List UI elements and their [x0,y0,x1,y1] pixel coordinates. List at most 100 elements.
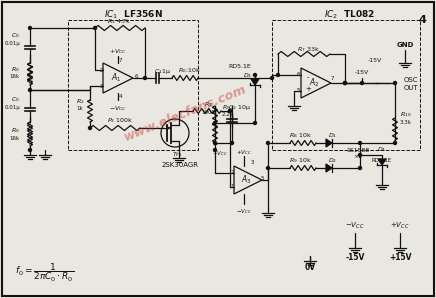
Circle shape [344,81,347,85]
Circle shape [253,74,256,77]
Text: $+V_{CC}$: $+V_{CC}$ [390,221,410,231]
Text: $R_0$: $R_0$ [11,66,20,74]
Text: $R_8$ 10k: $R_8$ 10k [289,131,311,140]
Text: 1: 1 [230,184,234,190]
Text: www.elecfans.com: www.elecfans.com [122,83,248,144]
Polygon shape [326,139,332,147]
Circle shape [214,122,217,125]
Circle shape [266,142,269,145]
Text: -: - [307,74,309,80]
Text: $A_3$: $A_3$ [241,174,251,186]
Circle shape [143,77,146,80]
Text: RD5.1E: RD5.1E [228,63,252,69]
Text: 1k: 1k [77,106,83,111]
Text: $D_2$: $D_2$ [328,156,337,165]
Circle shape [89,126,92,130]
Circle shape [361,81,364,85]
Circle shape [228,109,232,113]
Text: 6: 6 [134,74,138,78]
Text: GND: GND [396,42,414,48]
Text: $f_0 = \dfrac{1}{2\pi C_0 \cdot R_0}$: $f_0 = \dfrac{1}{2\pi C_0 \cdot R_0}$ [15,262,74,284]
Text: $-V_{CC}$: $-V_{CC}$ [236,207,252,216]
Circle shape [358,142,361,145]
Text: 7: 7 [118,58,122,63]
Text: $+V_{CC}$: $+V_{CC}$ [236,148,252,157]
Text: $C_2$ 10μ: $C_2$ 10μ [228,103,252,113]
Polygon shape [378,159,386,165]
Circle shape [394,81,396,85]
Text: OSC: OSC [404,77,419,83]
Text: $R_7$ 33k: $R_7$ 33k [296,46,320,55]
Circle shape [28,89,31,91]
Circle shape [266,167,269,170]
Text: ×2: ×2 [353,154,363,159]
Text: -15V: -15V [368,58,382,63]
Text: $D_1$: $D_1$ [328,131,337,140]
Text: RD5.1E: RD5.1E [372,158,392,162]
Text: $P_3$ 100k: $P_3$ 100k [107,117,133,125]
Circle shape [228,109,232,113]
Text: +15V: +15V [389,254,411,263]
Text: 4: 4 [418,15,426,25]
Text: 3: 3 [250,159,254,164]
Circle shape [276,74,279,77]
Text: 0V: 0V [304,263,316,272]
Text: -15V: -15V [345,254,364,263]
Text: 5: 5 [296,89,300,94]
Text: $C_1$1μ: $C_1$1μ [154,66,171,75]
Text: $R_5$: $R_5$ [222,103,231,112]
Text: $R_1$ 4.7k: $R_1$ 4.7k [107,18,131,27]
Text: $IC_2$  TL082: $IC_2$ TL082 [324,9,376,21]
Text: 7: 7 [330,77,334,81]
Text: $+V_{CC}$: $+V_{CC}$ [109,48,127,56]
Text: 4: 4 [118,94,122,99]
Circle shape [394,142,396,145]
Text: 1S1588: 1S1588 [346,148,370,153]
Text: 3: 3 [99,83,103,89]
Text: $R_9$ 10k: $R_9$ 10k [289,156,311,165]
Circle shape [231,142,234,145]
Text: 0.01μ: 0.01μ [4,41,20,46]
Text: $-V_{CC}$: $-V_{CC}$ [109,104,127,113]
Text: 2: 2 [230,170,234,176]
Circle shape [270,77,273,80]
Circle shape [253,122,256,125]
Text: $A_1$: $A_1$ [111,72,121,84]
Text: 2: 2 [99,68,103,72]
FancyBboxPatch shape [2,2,434,296]
Text: $R_2$: $R_2$ [76,97,84,106]
Circle shape [28,148,31,151]
Polygon shape [251,79,259,85]
Text: $D_3$: $D_3$ [243,72,252,80]
Text: 6: 6 [296,72,300,77]
Text: $R_4$: $R_4$ [204,100,212,109]
Text: 2.2k: 2.2k [222,113,234,117]
Text: $D_4$: $D_4$ [377,145,387,154]
Text: 0.01μ: 0.01μ [4,105,20,109]
Text: $Tr_1$: $Tr_1$ [172,150,182,159]
Circle shape [214,148,217,151]
Circle shape [214,142,217,145]
Text: $A_2$: $A_2$ [309,77,319,89]
Text: 16k: 16k [10,136,20,140]
Text: 2SK30AGR: 2SK30AGR [161,162,198,168]
Text: 16k: 16k [10,74,20,80]
Circle shape [358,153,361,156]
Text: +: + [305,86,311,92]
Circle shape [358,167,361,170]
Text: 3.3k: 3.3k [400,120,412,125]
Text: $-V_{CC}$: $-V_{CC}$ [345,221,365,231]
Text: $+V_{CC}$: $+V_{CC}$ [212,150,228,159]
Text: $R_{10}$: $R_{10}$ [400,111,412,119]
Circle shape [344,81,347,85]
Text: $C_0$: $C_0$ [11,96,20,105]
Text: $C_0$: $C_0$ [11,32,20,41]
Text: -15V: -15V [355,71,369,75]
Text: $R_0$: $R_0$ [11,127,20,136]
Text: 100k: 100k [201,109,215,114]
Text: 5: 5 [260,176,264,181]
Circle shape [28,27,31,30]
Text: $R_6$:10k: $R_6$:10k [178,66,201,75]
Text: $IC_1$  LF356N: $IC_1$ LF356N [104,9,163,21]
Polygon shape [326,164,332,172]
